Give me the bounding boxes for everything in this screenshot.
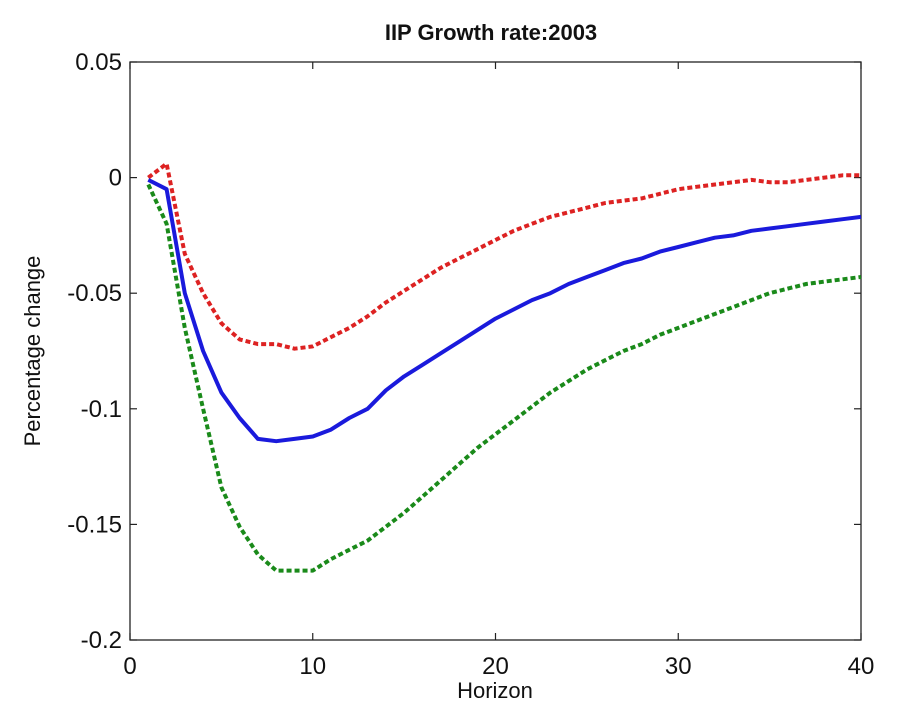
plot-frame <box>129 61 862 641</box>
x-tick-label: 0 <box>123 653 136 680</box>
y-tick-label: -0.1 <box>81 396 122 423</box>
x-axis-ticks: 0 10 20 30 40 <box>123 62 874 680</box>
x-tick-label: 10 <box>299 653 326 680</box>
series-line-0 <box>147 161 861 351</box>
x-tick-label: 40 <box>848 653 875 680</box>
series-line-1 <box>147 178 862 444</box>
y-tick-label: -0.2 <box>81 627 122 654</box>
x-tick-label: 30 <box>665 653 692 680</box>
series-line-2 <box>146 183 862 573</box>
y-tick-label: 0.05 <box>75 49 122 76</box>
chart-title: IIP Growth rate:2003 <box>385 20 597 45</box>
y-axis-ticks: -0.2 -0.15 -0.1 -0.05 0 0.05 <box>67 49 861 654</box>
y-tick-label: -0.15 <box>67 511 122 538</box>
series-lines <box>146 161 862 573</box>
x-axis-label: Horizon <box>457 678 533 703</box>
y-axis-label: Percentage change <box>20 256 45 447</box>
x-tick-label: 20 <box>482 653 509 680</box>
y-tick-label: 0 <box>109 165 122 192</box>
y-tick-label: -0.05 <box>67 280 122 307</box>
